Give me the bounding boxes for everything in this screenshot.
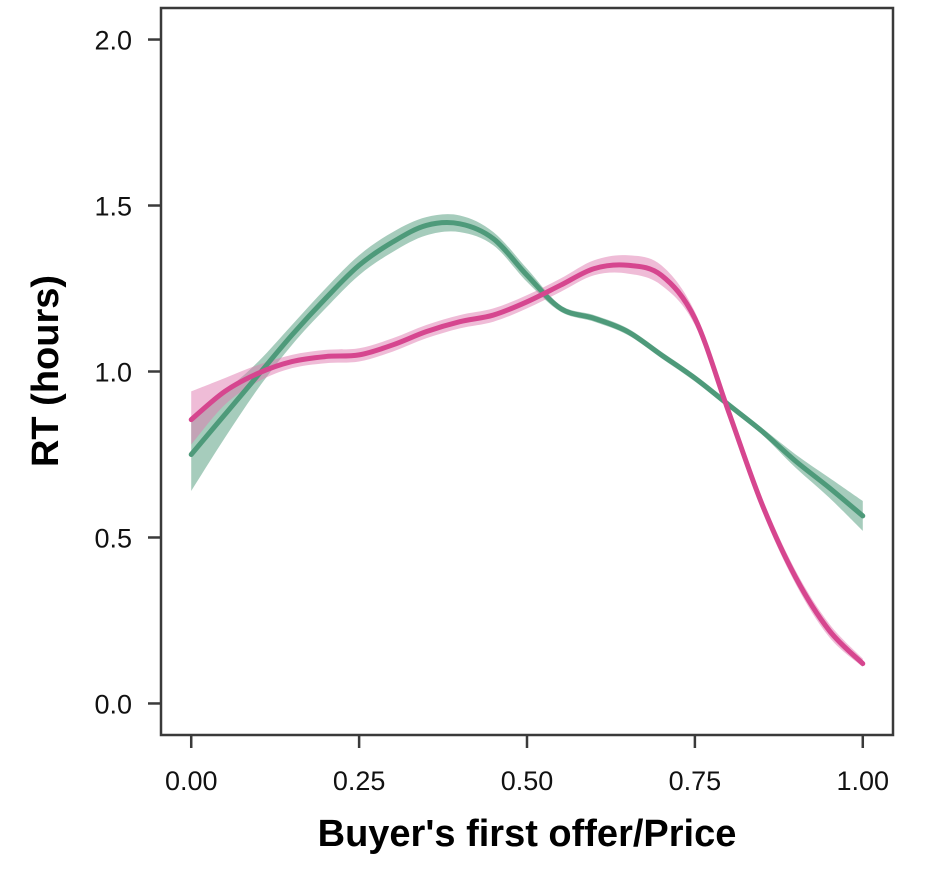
series-lines (188, 220, 866, 667)
y-tick-label: 1.0 (94, 358, 132, 388)
y-tick-label: 2.0 (94, 26, 132, 56)
x-axis-ticks: 0.00 0.25 0.50 0.75 1.00 (165, 735, 889, 796)
x-tick-label: 0.75 (669, 766, 722, 796)
series-line-1 (188, 220, 866, 519)
confidence-bands (191, 214, 863, 667)
confidence-band-1 (191, 214, 863, 531)
confidence-band-2 (191, 255, 863, 667)
x-tick-label: 0.25 (333, 766, 386, 796)
x-tick-label: 0.50 (501, 766, 554, 796)
x-axis-title: Buyer's first offer/Price (318, 813, 737, 855)
x-tick-label: 1.00 (836, 766, 889, 796)
y-axis-title: RT (hours) (25, 275, 67, 467)
series-line-2 (188, 262, 866, 667)
y-tick-label: 1.5 (94, 192, 132, 222)
y-tick-label: 0.5 (94, 523, 132, 553)
y-tick-label: 0.0 (94, 689, 132, 719)
x-tick-label: 0.00 (165, 766, 218, 796)
y-axis-ticks: 0.0 0.5 1.0 1.5 2.0 (94, 26, 161, 719)
